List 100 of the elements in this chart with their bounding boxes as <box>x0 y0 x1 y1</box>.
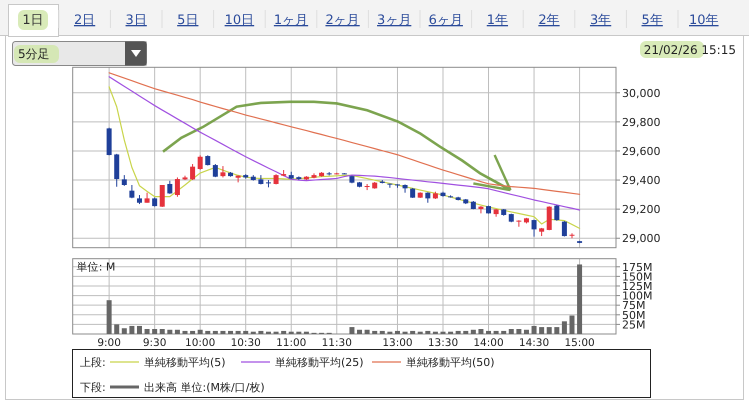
bar <box>486 330 492 334</box>
x-tick-label: 10:00 <box>185 337 216 349</box>
candlestick <box>220 166 226 178</box>
bar <box>372 330 378 334</box>
y-tick-label: 25M <box>622 318 646 332</box>
candlestick <box>129 184 134 199</box>
bar <box>357 330 362 334</box>
bar <box>129 326 134 334</box>
bar <box>198 330 203 334</box>
legend-label: 単純移動平均(25) <box>275 356 364 369</box>
candlestick <box>532 219 537 238</box>
y-tick-label: 29,400 <box>622 174 660 188</box>
x-tick-label: 14:00 <box>473 337 504 349</box>
bar <box>220 330 226 334</box>
candlestick <box>198 154 203 170</box>
bar <box>167 330 172 334</box>
x-tick-label: 11:30 <box>322 337 352 349</box>
legend-label: 出来高 単位:(M株/口/枚) <box>144 381 265 394</box>
text: 5分足 <box>18 47 50 61</box>
x-tick-label: 11:00 <box>276 337 306 349</box>
bar <box>546 327 552 334</box>
bar <box>501 330 506 334</box>
bar <box>478 329 484 334</box>
text: 3日 <box>126 13 147 28</box>
candlestick <box>516 220 522 228</box>
y-tick-label: 29,000 <box>622 232 660 246</box>
y-tick-label: 29,800 <box>622 116 660 129</box>
bar <box>569 316 574 334</box>
annotation: 単位: M <box>76 260 116 274</box>
text: 2日 <box>74 13 96 28</box>
legend-title: 下段: <box>80 381 106 394</box>
text: 21/02/26 15:15 <box>644 43 736 57</box>
bar <box>258 330 264 334</box>
text: 10年 <box>689 13 719 28</box>
x-tick-label: 9:00 <box>97 337 121 349</box>
text: 3ヶ月 <box>377 13 412 28</box>
bar <box>470 330 476 334</box>
text: 5年 <box>642 13 663 28</box>
y-tick-label: 30,000 <box>622 86 660 100</box>
bar <box>281 330 286 334</box>
bar <box>152 329 158 334</box>
bar <box>508 329 514 334</box>
candlestick <box>152 197 158 208</box>
text: 1年 <box>486 13 508 28</box>
legend-label: 単純移動平均(5) <box>144 356 226 369</box>
candlestick <box>410 188 416 198</box>
candlestick <box>258 174 264 185</box>
bar <box>114 324 120 334</box>
bar <box>516 329 522 334</box>
candlestick <box>546 206 552 231</box>
x-tick-label: 10:30 <box>230 337 261 349</box>
candlestick <box>160 184 165 208</box>
text: 1日 <box>22 13 44 28</box>
bar <box>494 330 499 334</box>
bar <box>554 327 560 334</box>
y-tick-label: 125M <box>622 280 652 293</box>
bar <box>144 329 150 334</box>
bar <box>243 330 248 334</box>
text: 1ヶ月 <box>274 13 308 28</box>
x-tick-label: 14:30 <box>518 337 550 349</box>
x-tick-label: 13:00 <box>382 337 413 349</box>
x-tick-label: 15:00 <box>564 337 595 349</box>
bar <box>174 330 180 334</box>
bar <box>380 330 385 334</box>
bar <box>456 330 461 334</box>
text: 2ヶ月 <box>325 13 360 28</box>
bar <box>212 330 218 334</box>
candlestick <box>266 180 271 188</box>
bar <box>394 330 400 334</box>
x-tick-label: 13:30 <box>428 337 458 349</box>
y-tick-label: 75M <box>622 299 646 312</box>
bar <box>463 330 468 334</box>
text: 6ヶ月 <box>428 13 463 28</box>
candlestick <box>174 176 180 198</box>
bar <box>349 327 354 334</box>
candlestick <box>274 174 279 185</box>
text: 3年 <box>590 13 612 28</box>
candlestick <box>554 204 560 222</box>
text: 10日 <box>224 13 254 28</box>
candlestick <box>136 194 142 205</box>
bar <box>577 264 582 334</box>
bar <box>190 330 196 334</box>
bar <box>364 330 370 334</box>
bar <box>106 300 112 334</box>
legend-title: 上段: <box>80 356 106 369</box>
candlestick <box>212 164 218 178</box>
y-tick-label: 29,200 <box>622 203 660 216</box>
x-tick-label: 9:30 <box>142 337 166 349</box>
bar <box>524 330 529 334</box>
line-series <box>108 86 580 229</box>
bar <box>182 330 188 334</box>
text: 5日 <box>177 13 198 28</box>
bar <box>562 321 567 334</box>
y-tick-label: 29,600 <box>622 144 660 158</box>
legend-label: 単純移動平均(50) <box>406 356 495 369</box>
bar <box>228 330 234 334</box>
bar <box>425 330 430 334</box>
candlestick <box>122 174 127 186</box>
candlestick <box>562 220 567 237</box>
bar <box>122 328 127 334</box>
